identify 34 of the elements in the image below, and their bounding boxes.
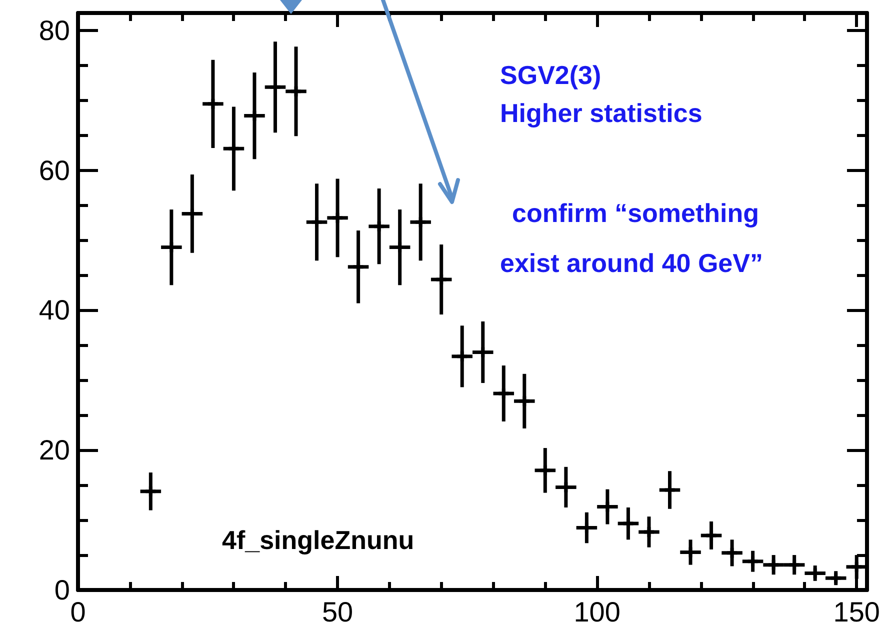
point <box>766 558 780 572</box>
y-tick-label: 80 <box>38 14 70 46</box>
y-tick-label: 40 <box>38 294 70 326</box>
annotation: exist around 40 GeV” <box>500 248 763 278</box>
annotation: SGV2(3) <box>500 60 602 90</box>
x-tick-label: 50 <box>322 596 354 628</box>
point <box>455 350 469 364</box>
annotation: Higher statistics <box>500 98 702 128</box>
point <box>518 394 532 408</box>
point <box>289 84 303 98</box>
x-tick-label: 100 <box>574 596 620 628</box>
point <box>352 260 366 274</box>
x-tick-label: 150 <box>833 596 880 628</box>
point <box>746 554 760 568</box>
point <box>725 546 739 560</box>
point <box>226 142 240 156</box>
y-tick-label: 0 <box>54 574 70 606</box>
point <box>704 528 718 542</box>
point <box>330 211 344 225</box>
point <box>144 484 158 498</box>
annotation: 4f_singleZnunu <box>222 525 414 555</box>
point <box>496 386 510 400</box>
point <box>206 97 220 111</box>
point <box>414 215 428 229</box>
point <box>434 272 448 286</box>
point <box>829 571 843 585</box>
point <box>538 464 552 478</box>
point <box>642 525 656 539</box>
y-tick-label: 60 <box>38 154 70 186</box>
y-tick-label: 20 <box>38 434 70 466</box>
point <box>310 215 324 229</box>
point <box>372 220 386 234</box>
point <box>621 516 635 530</box>
annotation: confirm “something <box>512 198 760 228</box>
